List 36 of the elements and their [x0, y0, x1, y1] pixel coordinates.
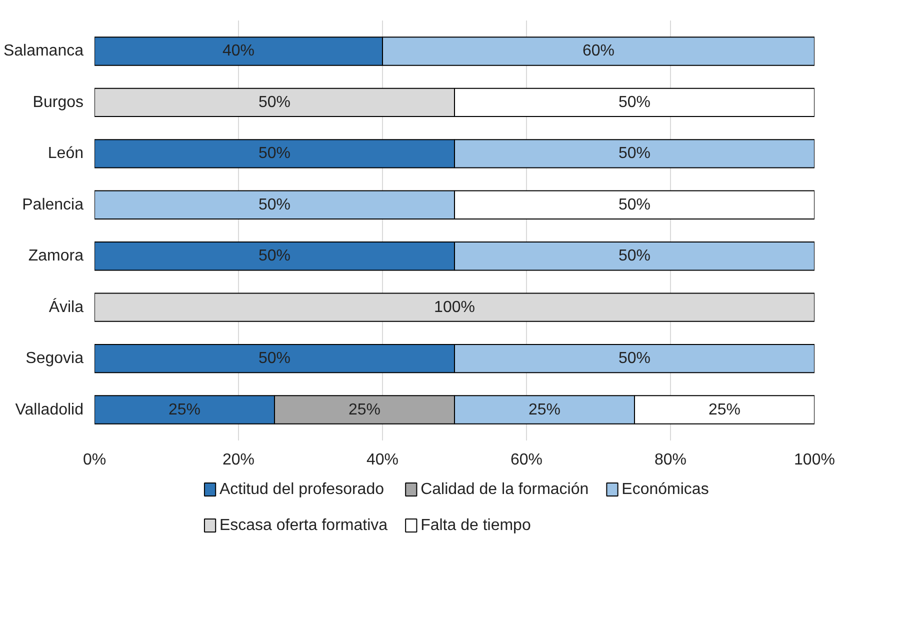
- legend-label: Falta de tiempo: [420, 517, 531, 534]
- y-tick-label: León: [48, 145, 84, 162]
- y-tick-label: Burgos: [32, 94, 84, 111]
- data-label: 50%: [618, 145, 651, 162]
- data-label: 50%: [258, 145, 291, 162]
- data-label: 50%: [258, 196, 291, 214]
- data-label: 40%: [222, 42, 255, 60]
- data-label: 25%: [348, 401, 381, 418]
- legend-label: Calidad de la formación: [420, 481, 589, 498]
- legend-label: Escasa oferta formativa: [219, 517, 388, 534]
- y-tick-label: Valladolid: [15, 401, 84, 418]
- y-tick-label: Salamanca: [3, 42, 84, 60]
- data-label: 50%: [258, 350, 291, 368]
- legend-label: Actitud del profesorado: [219, 481, 384, 498]
- x-tick-label: 40%: [366, 452, 399, 468]
- legend-label: Económicas: [622, 481, 709, 498]
- y-tick-label: Segovia: [26, 350, 84, 368]
- y-tick-label: Ávila: [48, 298, 84, 316]
- x-tick-label: 100%: [794, 452, 835, 468]
- data-label: 25%: [708, 401, 741, 418]
- data-label: 25%: [528, 401, 561, 418]
- x-tick-label: 0%: [82, 452, 106, 468]
- data-label: 25%: [168, 401, 201, 418]
- x-tick-label: 80%: [654, 452, 687, 468]
- data-label: 50%: [618, 248, 651, 265]
- y-tick-label: Palencia: [22, 196, 84, 214]
- y-tick-label: Zamora: [28, 248, 84, 265]
- data-label: 50%: [258, 248, 291, 265]
- data-label: 50%: [618, 350, 651, 368]
- data-label: 50%: [618, 196, 651, 214]
- data-label: 50%: [618, 94, 651, 111]
- x-tick-label: 20%: [222, 452, 255, 468]
- data-label: 60%: [582, 42, 615, 60]
- x-tick-label: 60%: [510, 452, 543, 468]
- data-label: 100%: [434, 298, 475, 316]
- data-label: 50%: [258, 94, 291, 111]
